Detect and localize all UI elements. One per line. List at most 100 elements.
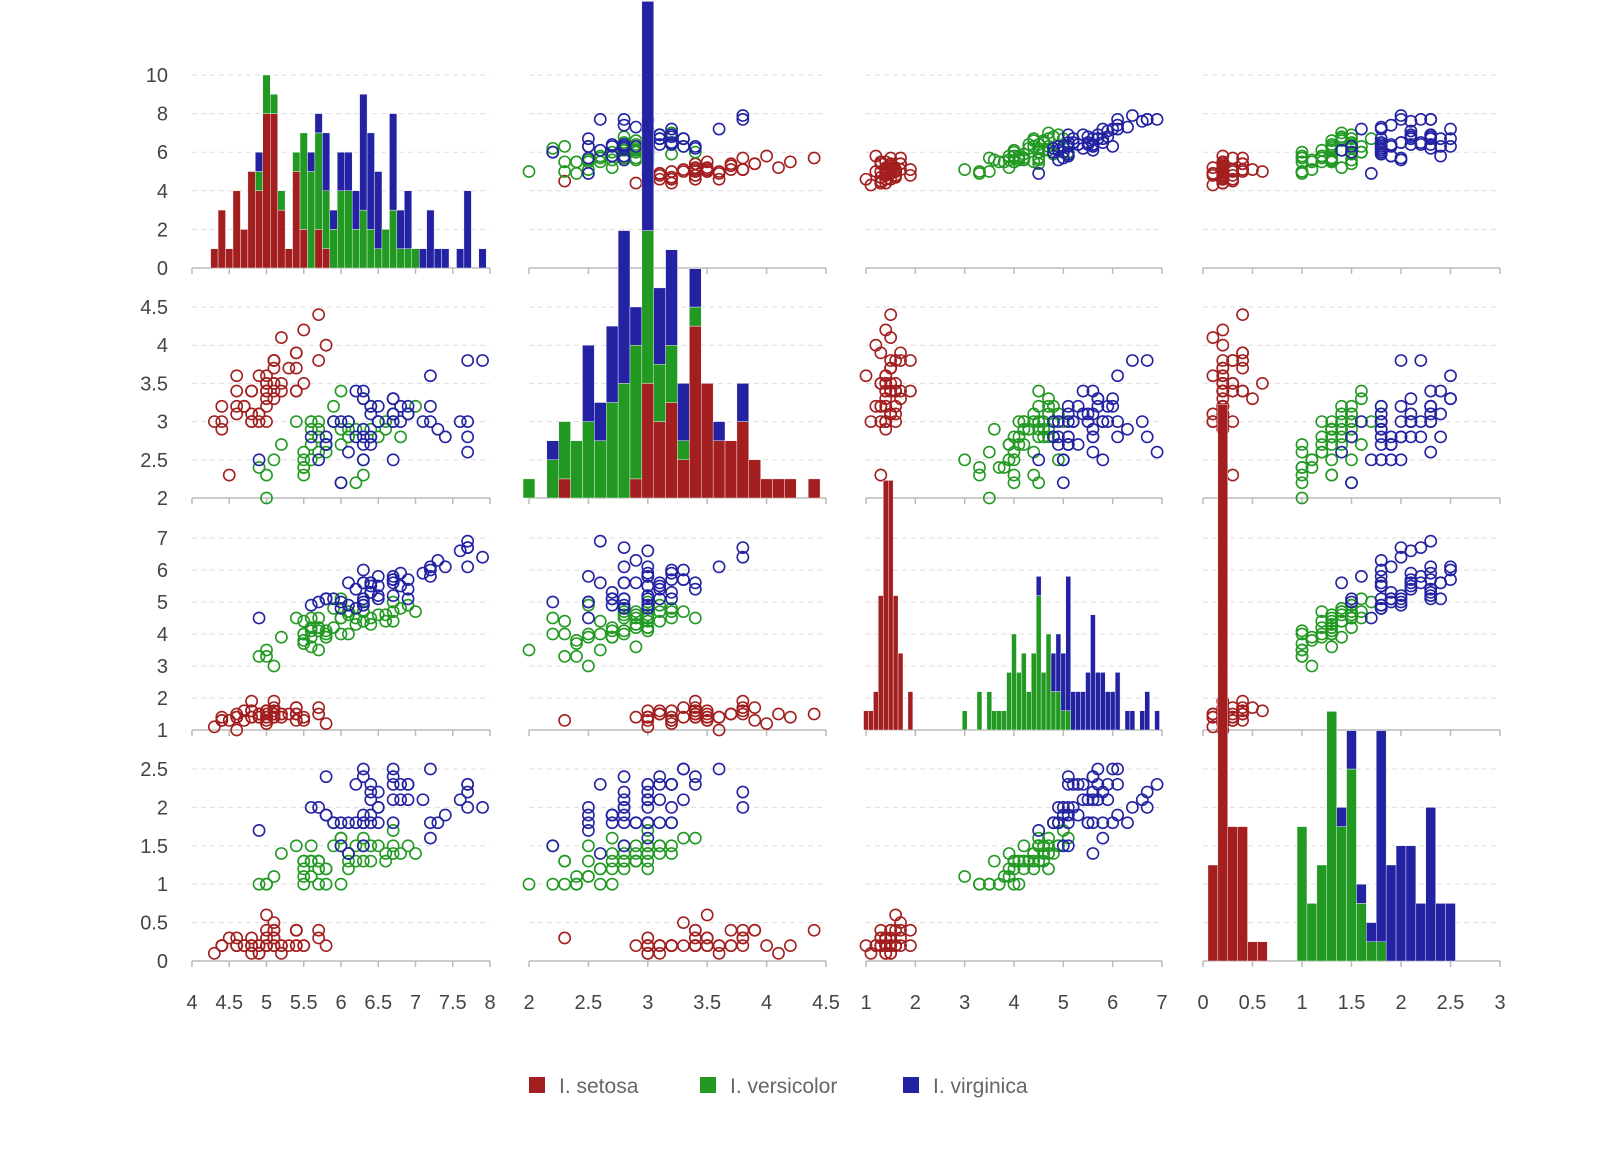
scatter-point xyxy=(1355,140,1368,153)
scatter-point xyxy=(394,602,407,615)
scatter-point xyxy=(1434,407,1447,421)
scatter-point xyxy=(546,141,560,155)
x-tick-label: 4.5 xyxy=(215,992,243,1014)
histogram-bar-i-setosa xyxy=(292,171,301,269)
scatter-point xyxy=(260,717,273,730)
scatter-point xyxy=(1305,163,1319,176)
scatter-point xyxy=(605,586,619,599)
scatter-point xyxy=(665,801,678,814)
scatter-point xyxy=(1256,704,1269,718)
scatter-point xyxy=(772,946,785,960)
y-tick-label: 3.5 xyxy=(140,373,168,395)
scatter-point xyxy=(1325,415,1339,428)
histogram-bar-i-virginica xyxy=(1139,710,1145,731)
scatter-point xyxy=(1374,147,1388,161)
scatter-point xyxy=(312,624,326,638)
scatter-point xyxy=(245,939,258,953)
scatter-point xyxy=(431,554,445,567)
scatter-point xyxy=(1325,621,1339,634)
scatter-point xyxy=(582,801,595,814)
y-tick-label: 0 xyxy=(157,258,168,280)
scatter-point xyxy=(364,618,378,631)
scatter-point xyxy=(334,816,348,830)
scatter-point xyxy=(593,847,607,860)
scatter-point xyxy=(1355,438,1368,451)
scatter-point xyxy=(394,399,407,413)
scatter-point xyxy=(700,165,714,178)
histogram-bar-i-versicolor xyxy=(314,132,323,230)
scatter-point xyxy=(1374,592,1388,606)
scatter-point xyxy=(252,946,266,960)
scatter-point xyxy=(1061,438,1075,451)
scatter-point xyxy=(312,801,326,814)
scatter-point xyxy=(1086,793,1100,807)
scatter-point xyxy=(712,560,726,574)
scatter-point xyxy=(617,576,631,590)
x-tick-label: 5.5 xyxy=(290,992,318,1014)
histogram-bar-i-setosa xyxy=(1227,826,1238,962)
scatter-point xyxy=(1325,618,1339,631)
scatter-point xyxy=(582,167,595,180)
scatter-point xyxy=(1236,694,1249,708)
legend-item-i-setosa[interactable]: I. setosa xyxy=(529,1075,639,1098)
scatter-point xyxy=(736,931,750,945)
scatter-point xyxy=(641,595,655,609)
scatter-point xyxy=(605,831,619,845)
scatter-point xyxy=(582,870,595,883)
scatter-point xyxy=(641,592,655,606)
scatter-point xyxy=(1305,461,1319,474)
scatter-point xyxy=(371,589,385,602)
scatter-point xyxy=(629,618,643,631)
scatter-point xyxy=(349,839,363,853)
histogram-bar-i-versicolor xyxy=(262,74,271,114)
scatter-point xyxy=(653,939,667,953)
scatter-point xyxy=(252,611,266,625)
legend-item-i-versicolor[interactable]: I. versicolor xyxy=(700,1075,837,1098)
x-tick-label: 4 xyxy=(186,992,197,1014)
scatter-point xyxy=(394,415,407,428)
legend-swatch xyxy=(903,1077,919,1093)
scatter-point xyxy=(371,801,385,814)
scatter-point xyxy=(1335,134,1348,148)
scatter-point xyxy=(1374,438,1388,451)
histogram-bar-i-virginica xyxy=(344,151,353,191)
histogram-bar-i-virginica xyxy=(606,325,619,403)
scatter-point xyxy=(1101,777,1115,791)
scatter-point xyxy=(1325,151,1339,165)
scatter-point xyxy=(1066,136,1080,149)
histogram-bar-i-virginica xyxy=(374,171,383,249)
scatter-point xyxy=(1295,438,1309,451)
scatter-point xyxy=(700,714,714,727)
scatter-point xyxy=(1047,145,1060,159)
scatter-point xyxy=(1091,392,1105,406)
scatter-point xyxy=(274,939,288,953)
histogram-bar-i-versicolor xyxy=(1035,595,1042,731)
scatter-point xyxy=(1414,430,1428,444)
scatter-point xyxy=(629,120,643,134)
scatter-point xyxy=(1295,637,1309,650)
scatter-series-i-setosa xyxy=(207,694,333,737)
scatter-point xyxy=(653,605,667,618)
scatter-point xyxy=(319,808,333,822)
scatter-point xyxy=(982,165,996,178)
scatter-point xyxy=(1424,566,1438,580)
histogram-bar-i-virginica xyxy=(366,132,375,230)
scatter-point xyxy=(736,112,750,126)
scatter-point xyxy=(1111,777,1124,791)
scatter-point xyxy=(1056,839,1070,853)
legend-item-i-virginica[interactable]: I. virginica xyxy=(903,1075,1028,1098)
scatter-point xyxy=(297,870,311,883)
scatter-series-i-setosa xyxy=(558,908,821,960)
x-tick-label: 5 xyxy=(261,992,272,1014)
scatter-point xyxy=(334,602,348,615)
scatter-point xyxy=(982,491,996,505)
y-tick-label: 4.5 xyxy=(140,297,168,319)
scatter-point xyxy=(665,172,678,186)
scatter-point xyxy=(423,762,437,776)
scatter-point xyxy=(1086,445,1100,459)
histogram-bar-i-setosa xyxy=(653,421,666,499)
scatter-point xyxy=(297,939,311,953)
histogram-bar-i-virginica xyxy=(1366,922,1377,942)
scatter-point xyxy=(349,618,363,631)
scatter-point xyxy=(1335,608,1348,622)
